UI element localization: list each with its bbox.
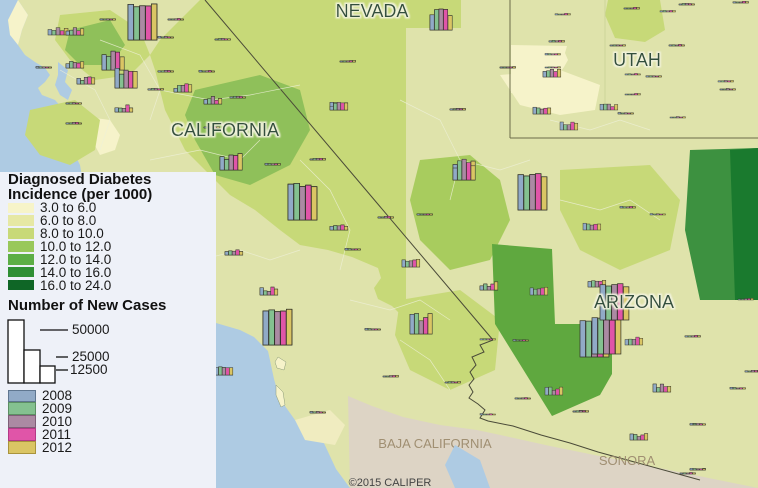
svg-text:12500: 12500 bbox=[70, 362, 108, 377]
svg-text:SONORA: SONORA bbox=[599, 453, 656, 468]
svg-text:UTAH: UTAH bbox=[613, 50, 661, 70]
svg-text:CALIFORNIA: CALIFORNIA bbox=[171, 120, 279, 140]
svg-text:50000: 50000 bbox=[72, 322, 110, 337]
svg-text:BAJA CALIFORNIA: BAJA CALIFORNIA bbox=[378, 436, 492, 451]
svg-text:ARIZONA: ARIZONA bbox=[594, 292, 674, 312]
svg-text:NEVADA: NEVADA bbox=[336, 1, 409, 21]
svg-text:©2015 CALIPER: ©2015 CALIPER bbox=[349, 477, 432, 488]
